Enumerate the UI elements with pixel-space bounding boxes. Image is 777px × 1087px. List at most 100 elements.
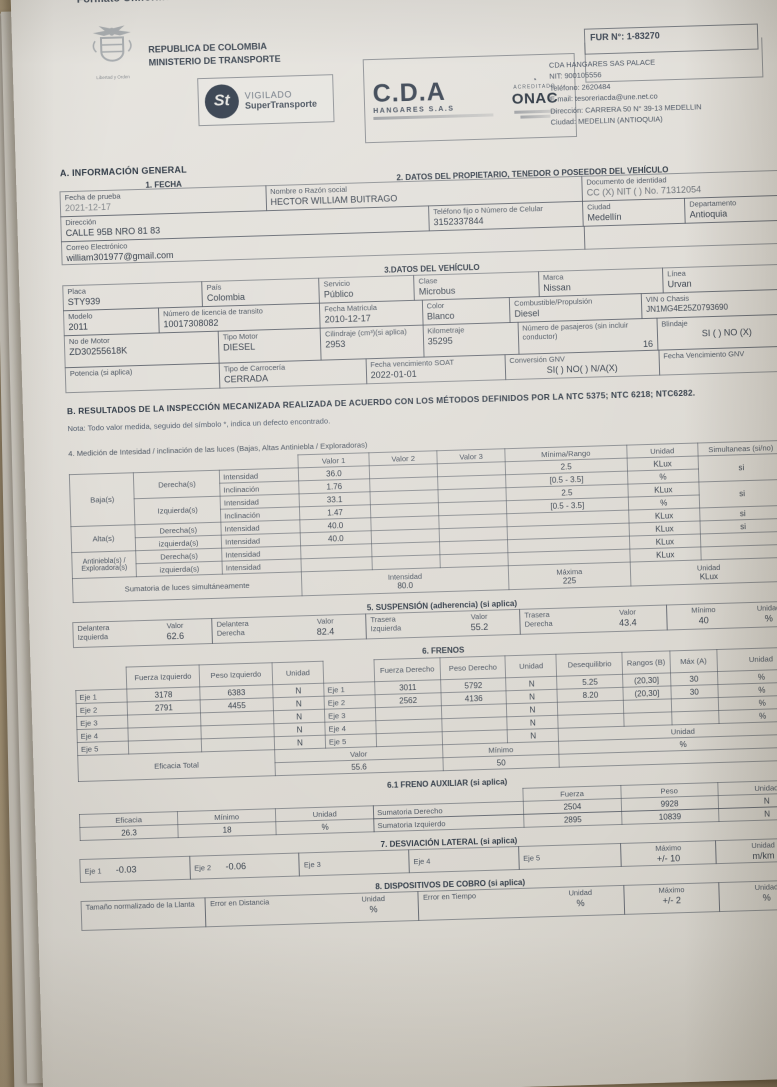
onac-cert-illegible-2: [520, 114, 551, 119]
aux-eficacia-value: 26.3: [79, 824, 179, 841]
frenos-h-rangos: Rangos (B): [622, 650, 671, 675]
cobro-unidad-label: Unidad: [754, 882, 777, 893]
susp-tra-der: Trasera Derecha Valor 43.4: [519, 604, 668, 635]
color-field: Color Blanco: [421, 297, 511, 326]
susp-del-izq: Delantera Izquierda Valor 62.6: [72, 617, 214, 649]
susp-del-izq-value: 62.6: [166, 630, 185, 642]
government-heading: REPUBLICA DE COLOMBIA MINISTERIO DE TRAN…: [148, 40, 281, 70]
luces-sumatoria-intensidad: Intensidad 80.0: [301, 565, 510, 596]
matricula-value: 2010-12-17: [324, 313, 371, 325]
cobro-maximo: Máximo +/- 2: [623, 882, 721, 915]
vigilado-text: VIGILADO SuperTransporte: [244, 89, 318, 111]
cilindraje-field: Cilindraje (cm³)(si aplica) 2953: [319, 324, 425, 361]
luces-sum-max-value: 225: [562, 575, 577, 586]
cobro-tiempo: Error en Tiempo Unidad%: [417, 884, 626, 921]
modelo-value: 2011: [68, 321, 88, 333]
susp-tra-der-l2: Derecha: [524, 618, 553, 629]
luces-group-antiniebla: Antiniebla(s) / Exploradora(s): [71, 550, 137, 579]
susp-tra-der-value: 43.4: [618, 617, 637, 628]
susp-minimo-unidad: Mínimo 40 Unidad%: [665, 600, 777, 631]
luces-group-bajas: Baja(s): [69, 472, 136, 527]
desv-eje3-label: Eje 3: [303, 859, 321, 870]
aux-izq-unidad: N: [718, 805, 777, 822]
frenos-eficacia-minimo: 50: [442, 754, 560, 771]
tipo-motor-field: Tipo Motor DIESEL: [217, 327, 322, 364]
gnv-venc-label: Fecha Vencimiento GNV: [663, 349, 745, 361]
vigilado-line2: SuperTransporte: [244, 98, 318, 111]
cobro-dist-label: Error en Distancia: [209, 897, 270, 909]
cda-name: C.D.A: [372, 77, 447, 108]
aux-izq-label: Sumatoria Izquierdo: [373, 814, 525, 832]
clase-value: Microbus: [418, 285, 456, 297]
cobro-unidad: Unidad%: [718, 879, 777, 913]
frenos-h-unidad: Unidad: [716, 646, 777, 672]
cobro-maximo-value: +/- 2: [662, 895, 682, 906]
form-paper: Formato Uniforme de Resultados - FUR Lib…: [10, 0, 777, 1087]
vehiculo-table: Placa STY939 País Colombia Servicio Público…: [62, 263, 777, 394]
desv-eje4: Eje 4: [408, 845, 520, 874]
desv-eje5-label: Eje 5: [523, 853, 541, 863]
frenos-h-peso-izq: Peso Izquierdo: [199, 662, 273, 687]
desv-unidad-value: m/km: [752, 850, 775, 862]
gnv-field: Conversión GNV SI( ) NO( ) N/A(X): [504, 349, 660, 381]
frenos-h-unidad-der: Unidad: [505, 654, 558, 678]
potencia-field: Potencia (si aplica): [64, 362, 221, 394]
fur-document: Formato Uniforme de Resultados - FUR Lib…: [10, 0, 777, 1087]
frenos-table: Fuerza Izquierdo Peso Izquierdo Unidad F…: [75, 646, 777, 782]
colombia-coat-of-arms-icon: Libertad y Orden: [84, 24, 142, 81]
departamento-value: Antioquia: [689, 208, 728, 220]
departamento-field: Departamento Antioquia: [684, 194, 777, 224]
luces-group-altas: Alta(s): [70, 524, 136, 553]
supertransporte-logo-icon: St: [204, 83, 240, 119]
color-value: Blanco: [426, 310, 455, 322]
kilometraje-value: 35295: [427, 335, 453, 347]
pais-value: Colombia: [206, 291, 246, 304]
desv-maximo-value: +/- 10: [656, 853, 681, 864]
ministry-line: MINISTERIO DE TRANSPORTE: [148, 53, 281, 68]
blindaje-field: Blindaje SI ( ) NO (X): [656, 313, 777, 351]
luces-bajas-derechas: Derecha(s): [133, 470, 221, 499]
susp-del-der-value: 82.4: [316, 626, 335, 637]
cobro-llanta-label: Tamaño normalizado de la Llanta: [85, 899, 195, 912]
soat-field: Fecha vencimiento SOAT 2022-01-01: [365, 354, 507, 385]
cobro-dist-unidad-value: %: [369, 904, 378, 915]
cobro-llanta: Tamaño normalizado de la Llanta: [80, 897, 207, 932]
susp-del-izq-l2: Izquierda: [77, 632, 109, 642]
cobro-tiempo-label: Error en Tiempo: [422, 891, 477, 902]
desv-eje2-value: -0.06: [225, 861, 247, 872]
owner-empty-cell: [583, 219, 777, 250]
cobro-unidad-value: %: [762, 892, 771, 903]
cobro-tiempo-unidad-value: %: [576, 898, 585, 909]
desv-maximo: Máximo +/- 10: [620, 840, 717, 867]
carroceria-field: Tipo de Carrocería CERRADA: [218, 358, 367, 389]
cda-logo: C.D.A HANGARES S.A.S: [372, 77, 494, 120]
frenos-h-empty: [323, 660, 375, 684]
desv-eje2: Eje 2 -0.06: [188, 852, 301, 880]
susp-del-der: Delantera Derecha Valor 82.4: [211, 613, 368, 644]
luces-sumatoria-maxima: Máxima 225: [508, 562, 631, 590]
desv-eje3: Eje 3: [298, 849, 410, 877]
freno-aux-eficacia-table: Eficacia Mínimo Unidad 26.3 18 %: [79, 805, 375, 841]
luces-table: Valor 1 Valor 2 Valor 3 Mínima/Rango Uni…: [68, 440, 777, 603]
marca-value: Nissan: [543, 282, 571, 294]
frenos-h-max: Máx (A): [669, 649, 718, 673]
desv-unidad-label: Unidad: [751, 840, 775, 851]
frenos-h-fuerza-der: Fuerza Derecho: [374, 657, 441, 682]
desv-eje2-label: Eje 2: [194, 863, 212, 873]
pasajeros-field: Número de pasajeros (sin incluir conduct…: [517, 317, 659, 355]
susp-del-der-l2: Derecha: [216, 628, 245, 638]
potencia-label: Potencia (si aplica): [69, 367, 133, 379]
desv-eje1-value: -0.03: [115, 864, 137, 875]
frenos-eficacia-label: Eficacia Total: [77, 749, 276, 782]
luces-sumatoria-unidad: Unidad KLux: [629, 557, 777, 587]
aux-izq-fuerza: 2895: [524, 811, 622, 828]
frenos-h-peso-der: Peso Derecho: [439, 655, 506, 680]
luces-baja-der-sim: si: [698, 453, 777, 482]
owner-table: 1. FECHA 2. DATOS DEL PROPIETARIO, TENED…: [59, 161, 777, 266]
desv-eje1-label: Eje 1: [84, 866, 102, 876]
aux-minimo-value: 18: [177, 821, 277, 838]
susp-unidad-value: %: [764, 613, 774, 624]
cda-contact-block: CDA HANGARES SAS PALACE NIT: 900105556 T…: [549, 53, 767, 128]
susp-minimo-value: 40: [698, 615, 709, 626]
document-title: Formato Uniforme de Resultados - FUR: [77, 0, 281, 6]
